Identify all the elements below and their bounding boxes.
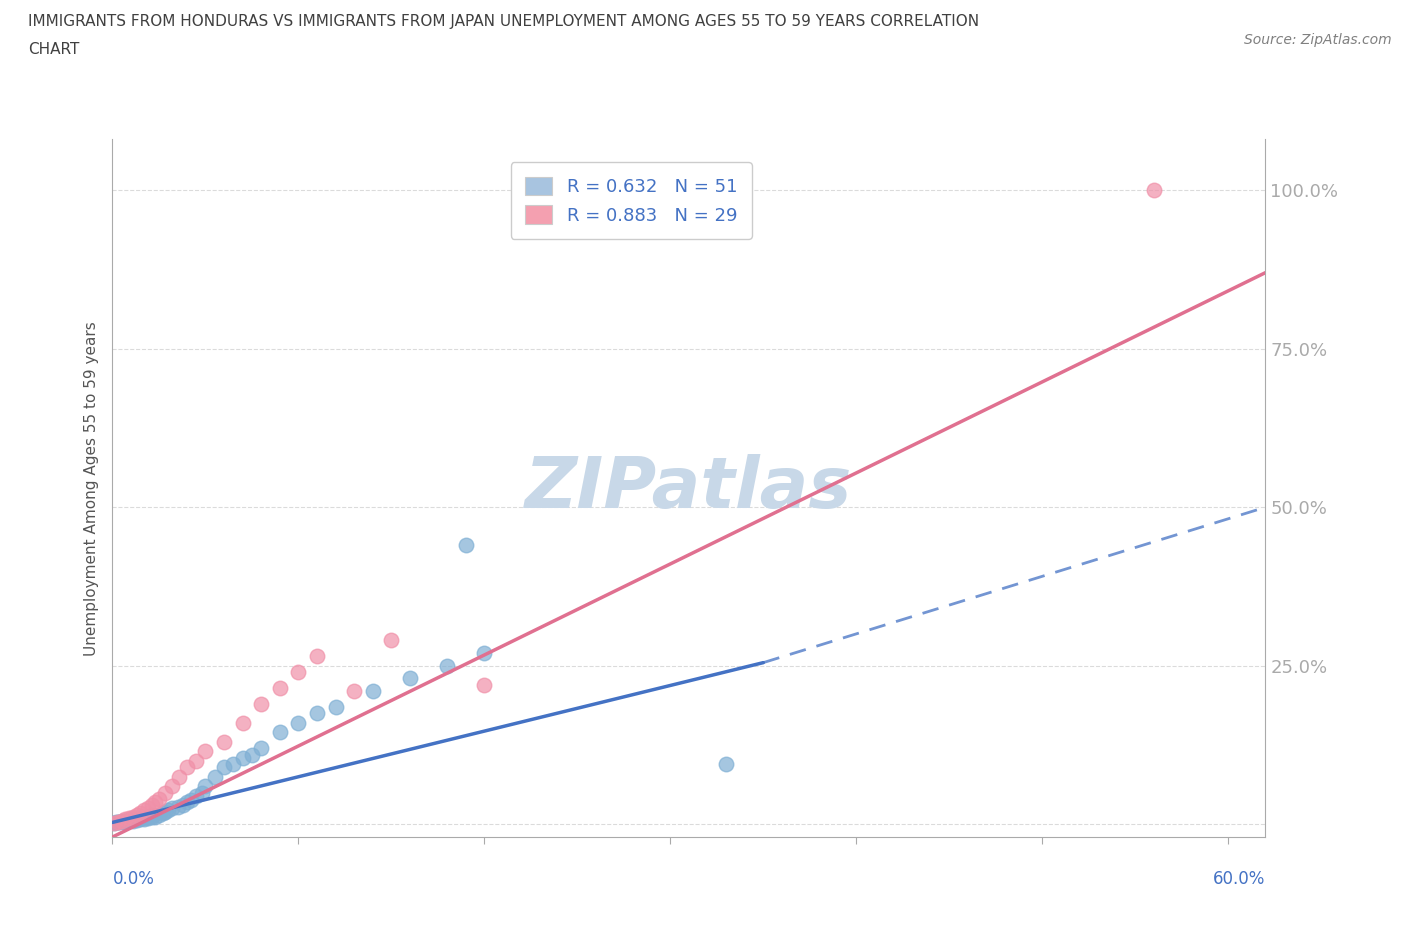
Point xyxy=(152,805,174,820)
Point xyxy=(141,810,163,825)
Point xyxy=(114,812,136,827)
Point xyxy=(114,813,136,828)
Point xyxy=(138,808,160,824)
Point xyxy=(117,814,139,829)
Point xyxy=(194,778,217,793)
Point xyxy=(269,681,291,696)
Point xyxy=(1143,183,1166,198)
Point xyxy=(132,811,155,826)
Point xyxy=(172,798,194,813)
Point xyxy=(135,809,157,824)
Point xyxy=(122,813,145,828)
Point xyxy=(399,671,422,686)
Point xyxy=(118,811,141,826)
Point xyxy=(108,815,131,830)
Point xyxy=(250,741,273,756)
Point xyxy=(474,677,496,692)
Point xyxy=(212,760,235,775)
Point xyxy=(166,799,188,814)
Point xyxy=(157,803,180,817)
Point xyxy=(122,809,145,824)
Point xyxy=(305,706,328,721)
Point xyxy=(132,803,155,817)
Point xyxy=(240,747,263,762)
Point xyxy=(105,815,128,830)
Point xyxy=(361,684,384,698)
Point xyxy=(176,794,198,809)
Point xyxy=(128,811,150,826)
Point xyxy=(125,807,148,822)
Point xyxy=(190,785,212,800)
Point xyxy=(120,812,142,827)
Point xyxy=(436,658,458,673)
Point xyxy=(111,814,134,829)
Point xyxy=(131,810,153,825)
Point xyxy=(287,665,309,680)
Point xyxy=(212,735,235,750)
Point xyxy=(148,791,170,806)
Point xyxy=(103,816,125,830)
Point xyxy=(142,808,165,823)
Text: ZIPatlas: ZIPatlas xyxy=(526,454,852,523)
Point xyxy=(232,751,254,765)
Text: 60.0%: 60.0% xyxy=(1213,870,1265,887)
Point xyxy=(160,801,183,816)
Point xyxy=(343,684,366,698)
Text: 0.0%: 0.0% xyxy=(112,870,155,887)
Point xyxy=(136,811,159,826)
Point xyxy=(169,769,191,784)
Point xyxy=(153,804,176,819)
Text: IMMIGRANTS FROM HONDURAS VS IMMIGRANTS FROM JAPAN UNEMPLOYMENT AMONG AGES 55 TO : IMMIGRANTS FROM HONDURAS VS IMMIGRANTS F… xyxy=(28,14,979,29)
Point xyxy=(143,809,166,824)
Point xyxy=(153,785,176,800)
Point xyxy=(232,715,254,730)
Point xyxy=(107,815,129,830)
Point xyxy=(474,645,496,660)
Point xyxy=(148,807,170,822)
Point xyxy=(176,760,198,775)
Text: CHART: CHART xyxy=(28,42,80,57)
Point xyxy=(380,633,402,648)
Point xyxy=(305,649,328,664)
Point xyxy=(186,753,208,768)
Point xyxy=(325,699,347,714)
Point xyxy=(118,813,141,828)
Point xyxy=(204,769,226,784)
Point xyxy=(287,715,309,730)
Point xyxy=(129,812,152,827)
Point xyxy=(186,789,208,804)
Point xyxy=(180,792,202,807)
Legend: R = 0.632   N = 51, R = 0.883   N = 29: R = 0.632 N = 51, R = 0.883 N = 29 xyxy=(510,163,752,239)
Point xyxy=(125,813,148,828)
Text: Source: ZipAtlas.com: Source: ZipAtlas.com xyxy=(1244,33,1392,46)
Point xyxy=(269,725,291,740)
Point xyxy=(250,697,273,711)
Point xyxy=(107,815,129,830)
Point xyxy=(454,538,477,552)
Point xyxy=(143,794,166,809)
Point xyxy=(124,811,146,826)
Point xyxy=(103,816,125,830)
Point xyxy=(714,757,737,772)
Point xyxy=(136,801,159,816)
Point xyxy=(222,757,245,772)
Point xyxy=(160,778,183,793)
Y-axis label: Unemployment Among Ages 55 to 59 years: Unemployment Among Ages 55 to 59 years xyxy=(83,321,98,656)
Point xyxy=(194,744,217,759)
Point xyxy=(141,798,163,813)
Point xyxy=(111,813,134,828)
Point xyxy=(129,805,152,820)
Point xyxy=(112,815,135,830)
